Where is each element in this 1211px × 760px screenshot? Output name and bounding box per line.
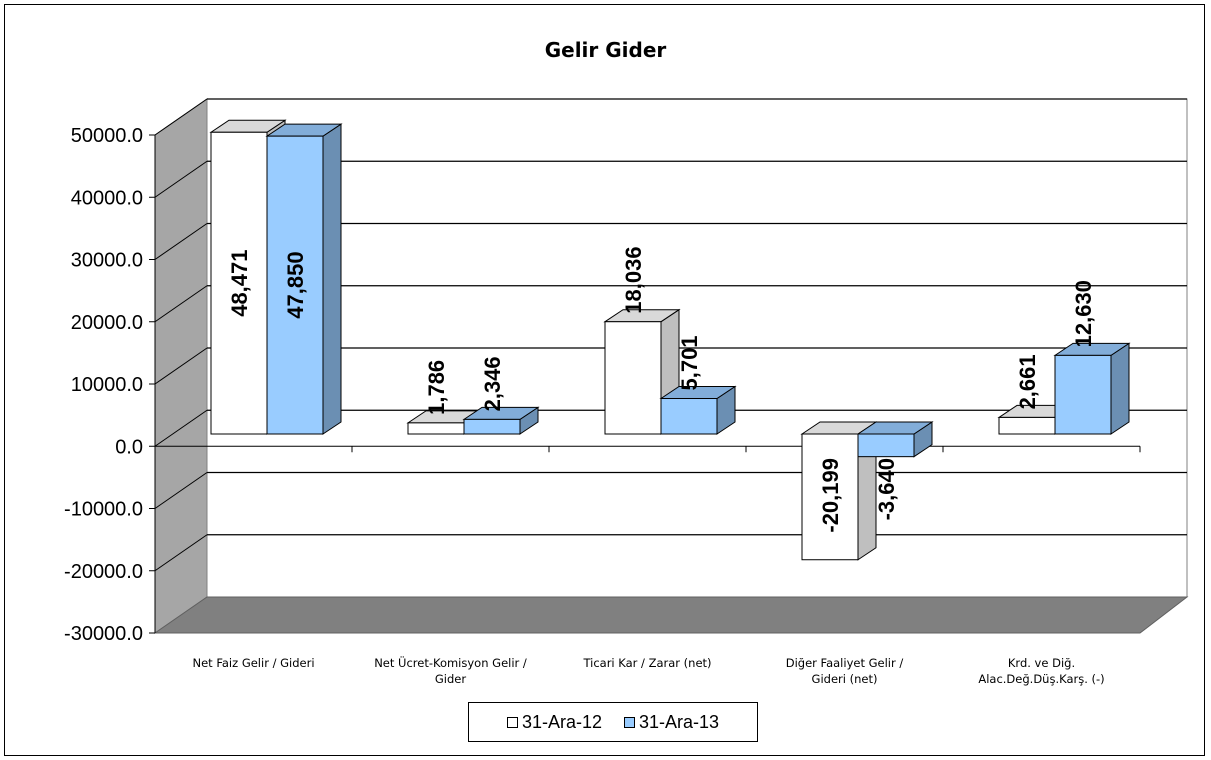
bar <box>407 422 465 435</box>
gridline-side <box>154 472 208 509</box>
y-tick-label: -10000.0 <box>64 499 143 521</box>
bar <box>660 398 718 435</box>
y-tick-label: 40000.0 <box>71 187 143 209</box>
y-tick-label: -30000.0 <box>64 623 143 645</box>
legend-swatch-series-1 <box>506 716 518 728</box>
y-tick-label: 50000.0 <box>71 125 143 147</box>
gridline-side <box>154 223 208 260</box>
x-tick-label: Alac.Değ.Düş.Karş. (-) <box>978 672 1104 686</box>
gridline-side <box>154 285 208 323</box>
data-label: 47,850 <box>283 251 308 318</box>
x-tick-label: Diğer Faaliyet Gelir / <box>786 656 904 670</box>
gridline-side <box>154 347 208 385</box>
bar <box>266 135 324 435</box>
data-label: 5,701 <box>677 335 702 390</box>
bar-side <box>1110 342 1130 435</box>
data-label: -20,199 <box>818 458 843 533</box>
data-label: -3,640 <box>874 458 899 520</box>
legend: 31-Ara-12 31-Ara-13 <box>468 702 758 742</box>
data-label: 12,630 <box>1071 280 1096 347</box>
bar <box>1054 354 1112 435</box>
data-label: 2,661 <box>1015 354 1040 409</box>
legend-swatch-series-2 <box>624 716 635 728</box>
gridline-side <box>154 160 208 198</box>
data-label: 1,786 <box>424 360 449 415</box>
bar <box>210 131 268 435</box>
chart-title: Gelir Gider <box>544 38 667 62</box>
gridline-side <box>154 534 208 572</box>
bar <box>857 433 915 458</box>
bar <box>463 418 521 435</box>
gridline-side <box>154 409 208 447</box>
x-tick-label: Gideri (net) <box>812 672 878 686</box>
data-label: 18,036 <box>621 246 646 313</box>
y-tick-label: 10000.0 <box>71 374 143 396</box>
legend-item-series-1: 31-Ara-12 <box>506 711 602 733</box>
data-label: 2,346 <box>480 356 505 411</box>
y-tick-label: 30000.0 <box>71 250 143 272</box>
x-tick-label: Krd. ve Diğ. <box>1008 656 1075 670</box>
bar <box>604 321 662 435</box>
legend-item-series-2: 31-Ara-13 <box>624 712 719 733</box>
legend-label-series-1: 31-Ara-12 <box>521 711 602 732</box>
bar <box>801 433 859 561</box>
y-tick-label: -20000.0 <box>64 561 143 583</box>
data-label: 48,471 <box>227 249 252 316</box>
y-tick-label: 0.0 <box>115 436 143 458</box>
y-tick-label: 20000.0 <box>71 312 143 334</box>
x-tick-label: Net Faiz Gelir / Gideri <box>192 656 314 670</box>
bar-side <box>322 123 342 435</box>
bar <box>998 416 1056 435</box>
x-tick-label: Ticari Kar / Zarar (net) <box>582 656 711 670</box>
gridline-side <box>154 98 208 136</box>
floor <box>153 596 1189 634</box>
x-tick-label: Net Ücret-Komisyon Gelir / <box>374 654 527 670</box>
legend-label-series-2: 31-Ara-13 <box>639 711 720 732</box>
x-tick-label: Gider <box>435 672 466 686</box>
